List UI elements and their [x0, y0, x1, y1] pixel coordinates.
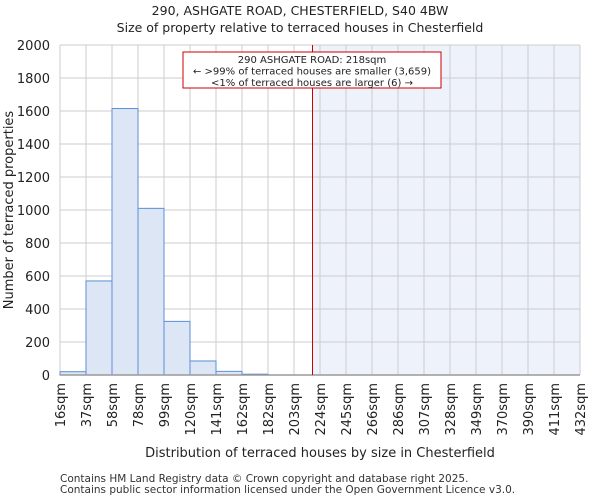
- x-tick-label: 224sqm: [314, 383, 329, 436]
- footer-line-1: Contains HM Land Registry data © Crown c…: [60, 473, 469, 485]
- y-tick-label: 200: [25, 336, 50, 351]
- x-tick-label: 99sqm: [158, 383, 173, 427]
- x-tick-label: 16sqm: [54, 383, 69, 427]
- plot-area: 0 200 400 600 800 1000 1200 1400 1600 1800 2000 16s…: [2, 39, 589, 461]
- x-tick-label: 120sqm: [184, 383, 199, 436]
- annotation-line: <1% of terraced houses are larger (6) →: [211, 78, 413, 89]
- histogram-bar: [111, 108, 139, 376]
- y-tick-label: 2000: [17, 39, 50, 54]
- x-axis-label: Distribution of terraced houses by size …: [145, 446, 495, 461]
- annotation-line: 290 ASHGATE ROAD: 218sqm: [238, 55, 387, 66]
- x-tick-label: 370sqm: [496, 383, 511, 436]
- x-tick-label: 307sqm: [418, 383, 433, 436]
- histogram-bar: [85, 280, 113, 376]
- y-tick-label: 800: [25, 237, 50, 252]
- x-tick-label: 203sqm: [288, 383, 303, 436]
- x-tick-label: 37sqm: [80, 383, 95, 427]
- x-tick-label: 78sqm: [132, 383, 147, 427]
- y-tick-label: 400: [25, 303, 50, 318]
- y-tick-label: 600: [25, 270, 50, 285]
- x-tick-label: 328sqm: [444, 383, 459, 436]
- footer-line-2: Contains public sector information licen…: [60, 484, 516, 496]
- x-tick-label: 266sqm: [366, 383, 381, 436]
- x-tick-label: 162sqm: [236, 383, 251, 436]
- y-tick-label: 0: [42, 369, 50, 384]
- x-tick-label: 411sqm: [548, 383, 563, 436]
- annotation-box: [182, 51, 442, 89]
- y-tick-label: 1600: [17, 105, 50, 120]
- chart-subtitle: Size of property relative to terraced ho…: [116, 20, 484, 35]
- x-tick-label: 245sqm: [340, 383, 355, 436]
- x-tick-label: 58sqm: [106, 383, 121, 427]
- y-axis-label: Number of terraced properties: [2, 111, 17, 310]
- histogram-bar: [189, 360, 217, 376]
- x-tick-label: 432sqm: [574, 383, 589, 436]
- x-tick-label: 141sqm: [210, 383, 225, 436]
- y-tick-label: 1200: [17, 171, 50, 186]
- x-tick-label: 182sqm: [262, 383, 277, 436]
- x-tick-label: 286sqm: [392, 383, 407, 436]
- chart-title: 290, ASHGATE ROAD, CHESTERFIELD, S40 4BW: [151, 3, 449, 18]
- annotation-line: ← >99% of terraced houses are smaller (3…: [193, 67, 431, 78]
- histogram-bar: [137, 207, 165, 376]
- x-tick-label: 349sqm: [470, 383, 485, 436]
- histogram-bar: [163, 320, 191, 376]
- x-tick-label: 390sqm: [522, 383, 537, 436]
- y-tick-label: 1400: [17, 138, 50, 153]
- y-tick-label: 1000: [17, 204, 50, 219]
- y-tick-label: 1800: [17, 72, 50, 87]
